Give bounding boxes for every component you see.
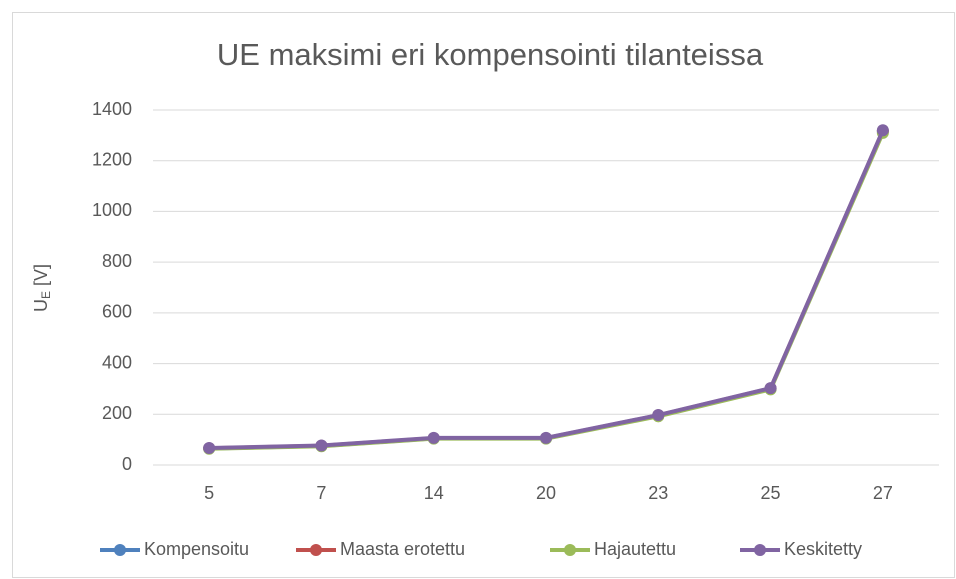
point xyxy=(427,431,440,444)
point xyxy=(203,442,216,455)
legend-marker xyxy=(114,544,126,556)
x-tick-label: 20 xyxy=(536,483,556,503)
x-tick-label: 14 xyxy=(424,483,444,503)
y-tick-label: 600 xyxy=(102,302,132,322)
x-tick-label: 23 xyxy=(648,483,668,503)
point xyxy=(764,382,777,395)
y-tick-label: 400 xyxy=(102,352,132,372)
legend-label: Kompensoitu xyxy=(144,539,249,559)
x-tick-label: 27 xyxy=(873,483,893,503)
legend-marker xyxy=(564,544,576,556)
legend-marker xyxy=(310,544,322,556)
point xyxy=(540,431,552,444)
legend-label: Maasta erotettu xyxy=(340,539,465,559)
x-tick-label: 5 xyxy=(204,483,214,503)
y-tick-label: 0 xyxy=(122,454,132,474)
y-tick-label: 1400 xyxy=(92,99,132,119)
y-axis-label: UE [V] xyxy=(31,264,53,312)
y-tick-label: 1200 xyxy=(92,149,132,169)
legend-marker xyxy=(754,544,766,556)
x-tick-label: 25 xyxy=(761,483,781,503)
chart-border xyxy=(12,12,955,578)
point xyxy=(876,124,889,137)
y-tick-label: 1000 xyxy=(92,200,132,220)
point xyxy=(315,439,328,452)
y-tick-label: 800 xyxy=(102,251,132,271)
y-tick-label: 200 xyxy=(102,403,132,423)
x-tick-label: 7 xyxy=(316,483,326,503)
legend-label: Hajautettu xyxy=(594,539,676,559)
point xyxy=(652,409,665,422)
legend-label: Keskitetty xyxy=(784,539,862,559)
chart-title: UE maksimi eri kompensointi tilanteissa xyxy=(217,37,764,72)
